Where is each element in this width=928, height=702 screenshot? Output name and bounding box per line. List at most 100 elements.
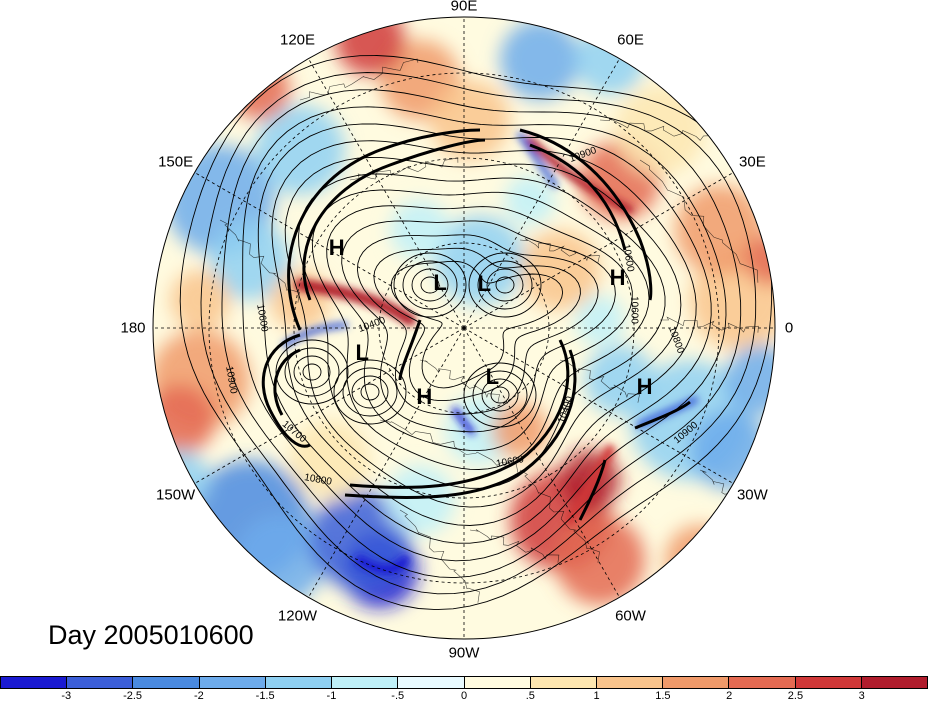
longitude-label: 30E	[739, 153, 766, 170]
longitude-label: 180	[120, 319, 146, 337]
closed-contour	[495, 276, 515, 294]
height-contour	[326, 205, 633, 452]
closed-contour	[402, 260, 458, 310]
jet-contour	[261, 333, 311, 448]
anomaly-patch	[520, 230, 600, 310]
longitude-label: 90W	[448, 644, 480, 662]
coastline	[349, 157, 459, 181]
anomaly-patch	[210, 220, 290, 300]
anomaly-patch	[430, 80, 510, 160]
height-contour	[341, 220, 616, 433]
meridian-line	[194, 327, 465, 484]
closed-contour	[293, 355, 331, 389]
anomaly-patch	[665, 525, 735, 595]
coastline	[469, 529, 560, 563]
closed-contour	[351, 375, 389, 409]
coastline	[219, 219, 300, 303]
graticule	[153, 17, 775, 639]
height-contour	[179, 55, 773, 611]
colorbar-segment	[596, 677, 664, 688]
longitude-label: 60E	[617, 31, 644, 49]
colorbar	[0, 676, 928, 689]
height-contour	[284, 157, 682, 508]
anomaly-patch	[492, 402, 548, 458]
map-title: Day 2005010600	[48, 620, 254, 650]
height-contour	[390, 260, 564, 389]
colorbar-tick-label: 0	[460, 690, 468, 702]
closed-contour	[468, 252, 542, 318]
anomaly-patch	[435, 215, 525, 305]
jet-contour	[398, 319, 422, 381]
anomaly-patch	[690, 410, 770, 490]
colorbar-tick-label: -1	[326, 690, 337, 702]
low-pressure-label: L	[485, 364, 500, 390]
closed-contour	[393, 252, 467, 318]
colorbar-segment	[795, 677, 862, 688]
anomaly-patch	[505, 175, 555, 225]
height-contour	[311, 189, 650, 470]
coastline	[399, 509, 480, 603]
longitude-label: 90E	[450, 0, 478, 15]
map-border	[152, 16, 776, 640]
colorbar-tick-label: -1.5	[255, 690, 275, 702]
low-pressure-label: L	[477, 271, 492, 297]
height-contour	[356, 234, 599, 415]
longitude-label: 30W	[736, 486, 768, 503]
colorbar-tick-label: 1.5	[655, 690, 671, 702]
colorbar-segment	[199, 677, 266, 688]
jet-core	[355, 555, 410, 575]
closed-contour	[490, 386, 510, 404]
closed-contour	[342, 367, 398, 417]
anomaly-patch	[555, 515, 645, 605]
closed-contour	[463, 362, 537, 428]
colorbar-segment	[663, 677, 730, 688]
anomaly-patch	[385, 465, 455, 535]
anomaly-patch	[170, 270, 230, 330]
height-contours	[179, 55, 773, 611]
high-pressure-label: H	[609, 265, 626, 291]
longitude-label: 150W	[156, 486, 196, 503]
height-contour	[242, 106, 727, 562]
meridian-line	[194, 172, 465, 329]
meridian-line	[308, 327, 465, 598]
closed-contour	[284, 347, 340, 397]
jet-core	[517, 132, 558, 188]
height-contour	[298, 173, 666, 489]
colorbar-segment	[133, 677, 200, 688]
jet-core	[565, 445, 615, 525]
anomaly-patch	[585, 345, 655, 415]
colorbar-segment	[398, 677, 465, 688]
longitude-label: 150E	[158, 153, 194, 170]
jet-contour	[349, 339, 570, 489]
anomaly-patch	[500, 20, 580, 100]
meridian-line	[463, 327, 734, 484]
closed-contour	[420, 276, 440, 294]
colorbar-segment	[861, 677, 928, 688]
longitude-label: 60W	[615, 607, 646, 625]
colorbar-tick-label: -3	[61, 690, 72, 702]
anomaly-patch	[255, 105, 345, 195]
map-disc	[153, 17, 775, 639]
colorbar-segment	[729, 677, 796, 688]
high-pressure-label: H	[636, 373, 653, 399]
closed-contour	[481, 378, 519, 412]
equator-circle	[208, 72, 720, 584]
colorbar-tick-label: 1	[593, 690, 600, 702]
high-pressure-label: H	[328, 235, 345, 261]
meridian-line	[308, 58, 465, 329]
colorbar-segment	[67, 677, 134, 688]
height-contour	[200, 72, 757, 595]
closed-contour	[486, 268, 524, 302]
coastline	[599, 117, 719, 143]
colorbar-segment	[332, 677, 399, 688]
longitude-label: 0	[784, 319, 794, 337]
height-contour	[373, 247, 581, 402]
anomaly-patch	[725, 345, 775, 415]
coastline	[379, 419, 519, 473]
coastline	[639, 159, 759, 283]
coastline	[299, 58, 419, 101]
coastline	[519, 238, 600, 263]
jet-contour	[287, 128, 481, 331]
anomaly-patch	[390, 200, 450, 260]
